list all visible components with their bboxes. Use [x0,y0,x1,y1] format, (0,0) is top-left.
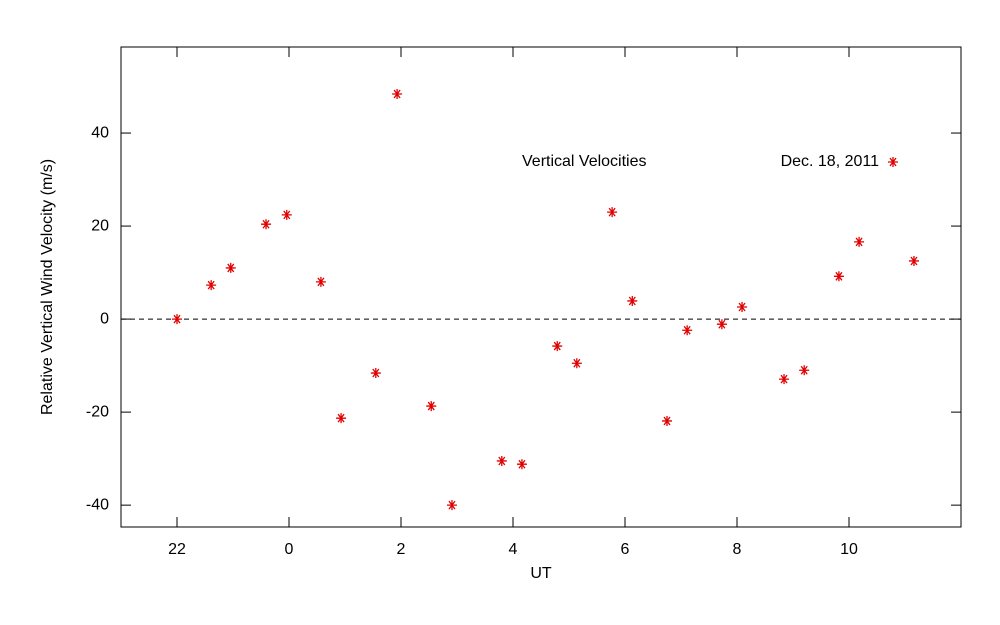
data-point [516,459,527,470]
y-axis-label: Relative Vertical Wind Velocity (m/s) [39,159,56,415]
data-point [370,368,381,379]
data-point [392,88,403,99]
data-point [737,302,748,312]
data-point [779,374,790,385]
data-point [496,455,507,466]
legend-marker [888,157,898,167]
data-point [908,255,919,266]
data-point [281,209,292,220]
data-point [336,413,347,424]
x-tick-label: 6 [621,541,630,558]
data-point [315,276,326,287]
data-point [426,401,437,412]
data-point [716,319,727,330]
x-tick-label: 2 [397,541,406,558]
data-point [172,314,182,325]
legend-label: Dec. 18, 2011 [781,153,880,170]
y-tick-label: 40 [91,124,109,141]
data-point [799,365,810,376]
data-point [662,415,672,426]
annotation: Vertical Velocities [522,153,647,170]
y-tick-label: 0 [100,310,109,327]
y-tick-label: -40 [86,496,109,513]
data-point [206,280,217,291]
x-axis-label: UT [530,565,552,582]
data-point [682,325,693,336]
x-tick-label: 0 [285,541,294,558]
data-point [446,500,457,511]
x-tick-label: 8 [733,541,742,558]
x-tick-label: 4 [509,541,518,558]
data-point [607,207,618,218]
y-tick-label: 20 [91,217,109,234]
x-tick-label: 22 [168,541,186,558]
data-point [571,358,582,369]
data-point [854,236,865,247]
data-point [552,341,563,352]
y-tick-label: -20 [86,403,109,420]
plot-frame [120,46,962,528]
x-tick-label: 10 [840,541,858,558]
data-point [833,271,844,282]
data-point [225,262,236,273]
data-point [261,219,272,230]
data-point [627,295,638,306]
